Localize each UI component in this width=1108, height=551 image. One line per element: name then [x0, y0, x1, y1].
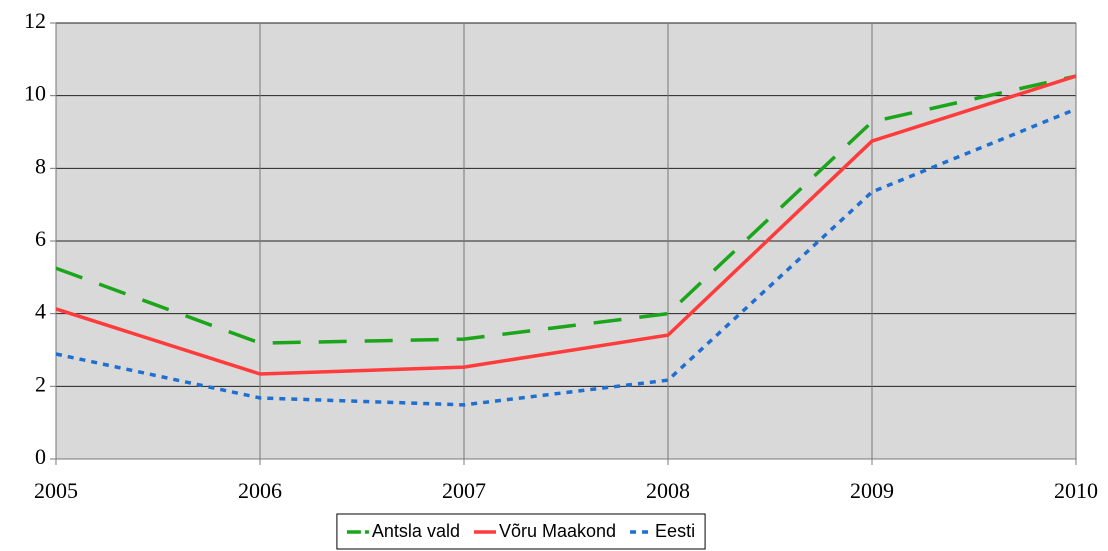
y-tick-label: 2 — [35, 371, 46, 396]
y-tick-label: 4 — [35, 299, 46, 324]
y-tick-label: 8 — [35, 153, 46, 178]
x-tick-label: 2008 — [646, 478, 690, 503]
x-tick-label: 2007 — [442, 478, 486, 503]
series-line — [55, 74, 1077, 345]
legend-label: Võru Maakond — [499, 521, 616, 541]
legend-label: Eesti — [655, 521, 695, 541]
y-tick-label: 0 — [35, 444, 46, 469]
series-line — [55, 107, 1077, 407]
x-tick-label: 2006 — [238, 478, 282, 503]
x-tick-label: 2009 — [850, 478, 894, 503]
x-tick-label: 2010 — [1054, 478, 1098, 503]
y-tick-label: 10 — [24, 81, 46, 106]
series-line — [55, 74, 1077, 376]
legend-label: Antsla vald — [372, 521, 460, 541]
y-tick-label: 6 — [35, 226, 46, 251]
x-tick-label: 2005 — [34, 478, 78, 503]
y-tick-label: 12 — [24, 8, 46, 33]
